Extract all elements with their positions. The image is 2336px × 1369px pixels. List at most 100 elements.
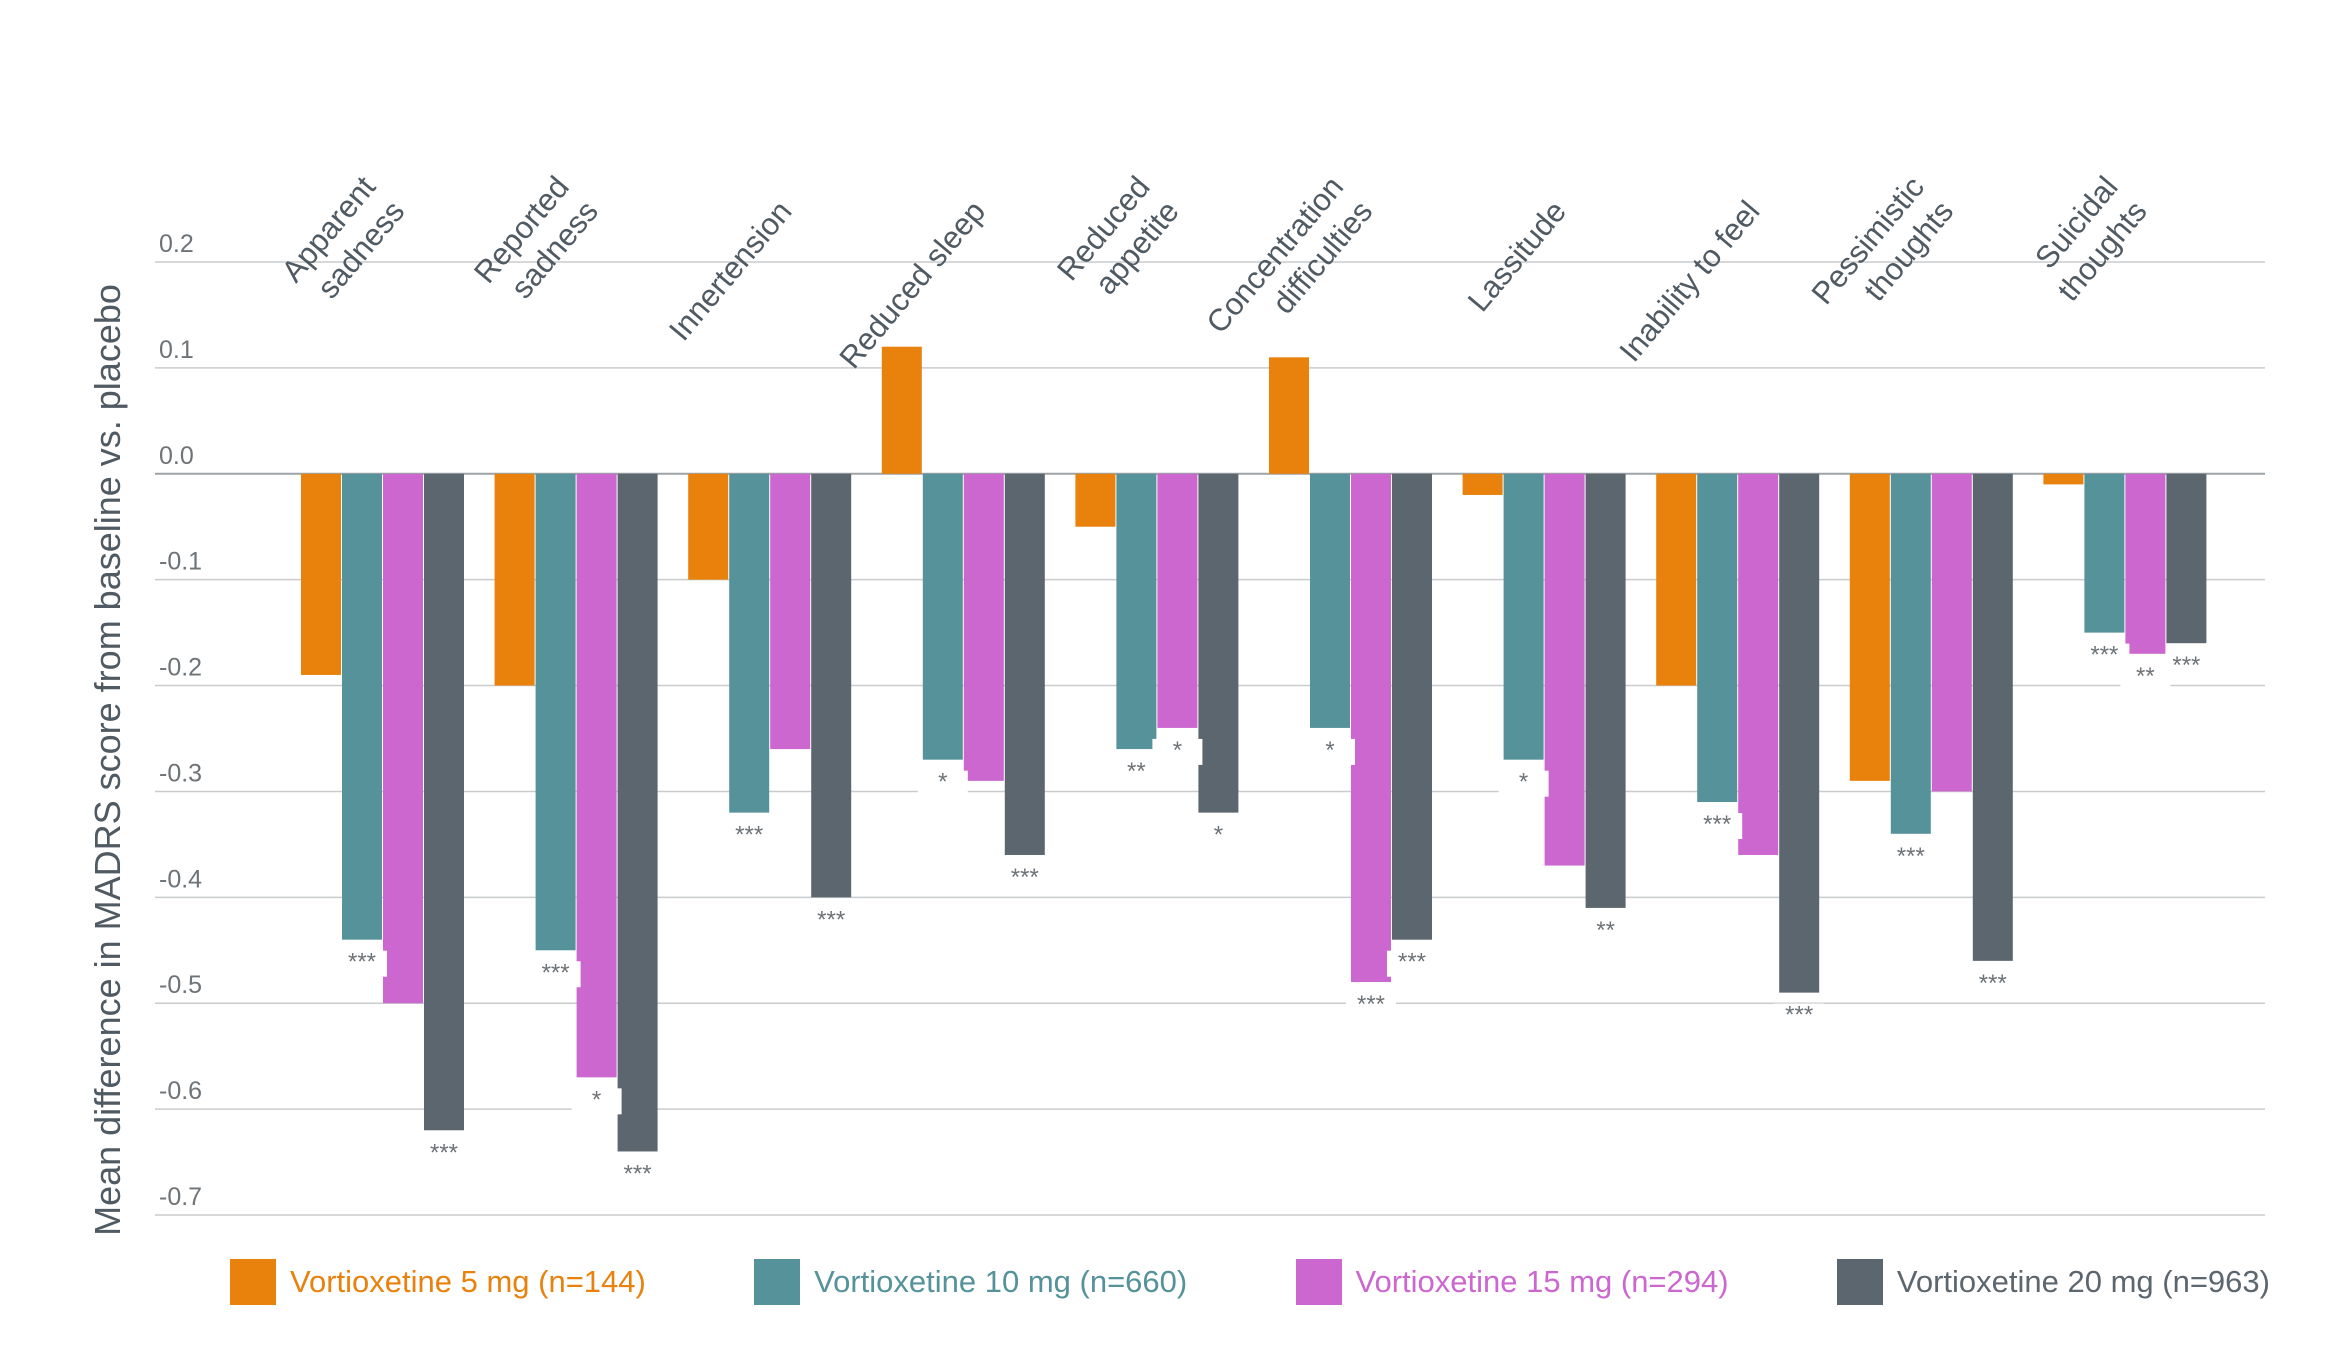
significance-backdrop [1305,738,1355,765]
significance-backdrop [806,908,857,935]
bar [729,473,770,813]
significance-label: ** [1596,917,1615,944]
significance-label: *** [817,906,845,933]
legend-swatch [754,1259,801,1305]
significance-label: * [938,769,947,796]
y-tick-label: 0.2 [159,230,194,258]
significance-backdrop [1387,950,1437,977]
y-tick-label: -0.5 [159,971,202,999]
legend-label: Vortioxetine 5 mg (n=144) [290,1264,646,1299]
legend-item: Vortioxetine 5 mg (n=144) [230,1259,646,1305]
bar [301,473,341,675]
bar [383,473,423,1004]
bar [1585,473,1626,908]
significance-label: *** [2172,652,2200,679]
y-tick-label: 0.0 [159,442,194,470]
significance-label: *** [1357,991,1385,1018]
y-tick-label: -0.4 [159,865,202,893]
bar [1310,473,1350,728]
significance-backdrop [1193,823,1244,850]
bar [1544,473,1585,866]
significance-backdrop [530,961,581,988]
significance-label: *** [1785,1002,1813,1029]
significance-label: *** [624,1160,652,1187]
y-tick-label: 0.1 [159,336,194,364]
bar [963,473,1004,781]
significance-backdrop [1885,844,1936,871]
significance-backdrop [1346,993,1396,1020]
significance-backdrop [1498,770,1549,797]
significance-label: *** [1011,864,1039,891]
bar [1738,473,1779,855]
significance-label: *** [2090,642,2118,669]
bar [2043,473,2084,485]
bar [1157,473,1198,728]
bar [1198,473,1239,813]
significance-label: *** [1979,970,2007,997]
significance-label: *** [1897,843,1925,870]
y-tick-labels: 0.2 0.1 0.0 -0.1 -0.2 -0.3 -0.4 -0.5 -0.6 -0.7 [159,230,202,1211]
significance-label: *** [735,822,763,849]
bar [1004,473,1045,855]
significance-labels: ****************************************… [337,642,2212,1189]
bar [494,473,535,686]
bar [424,473,464,1131]
legend-swatch [1295,1259,1342,1305]
bar [1503,473,1544,760]
bar [1462,473,1503,495]
bar [1656,473,1697,686]
bar [811,473,852,898]
legend-swatch [1836,1259,1883,1305]
legend-label: Vortioxetine 15 mg (n=294) [1355,1264,1729,1299]
significance-label: *** [348,949,376,976]
bar [1890,473,1931,834]
bar [770,473,811,750]
y-tick-label: -0.1 [159,548,202,576]
significance-backdrop [1967,971,2018,998]
legend-item: Vortioxetine 15 mg (n=294) [1295,1259,1729,1305]
bar [2084,473,2125,633]
bar [342,473,382,940]
significance-label: *** [542,959,570,986]
y-axis-label: Mean difference in MADRS score from base… [87,284,128,1236]
legend-label: Vortioxetine 10 mg (n=660) [814,1264,1188,1299]
significance-backdrop [1152,738,1203,765]
bar [1779,473,1820,993]
bar [617,473,658,1152]
bar [2166,473,2207,644]
significance-backdrop [999,865,1050,892]
y-tick-label: -0.6 [159,1077,202,1105]
significance-label: * [1325,737,1334,764]
significance-backdrop [1692,813,1743,840]
significance-backdrop [1774,1003,1825,1030]
significance-label: * [592,1086,601,1113]
category-label-line: Inability to feel [1612,194,1766,368]
bar [1075,473,1116,527]
category-label-line: Lassitude [1461,194,1573,318]
significance-backdrop [612,1162,663,1189]
significance-label: *** [1703,811,1731,838]
significance-backdrop [2161,654,2212,681]
significance-label: * [1519,769,1528,796]
category-label: Lassitude [1461,194,1573,318]
y-tick-label: -0.7 [159,1183,202,1211]
significance-label: ** [1127,758,1146,785]
significance-label: * [1214,822,1223,849]
significance-label: *** [430,1139,458,1166]
y-tick-label: -0.2 [159,654,202,682]
significance-backdrop [571,1088,622,1115]
y-tick-label: -0.3 [159,759,202,787]
significance-backdrop [1580,918,1631,945]
significance-backdrop [917,770,968,797]
legend-item: Vortioxetine 20 mg (n=963) [1836,1259,2270,1305]
legend-item: Vortioxetine 10 mg (n=660) [754,1259,1187,1305]
bars [301,346,2207,1152]
significance-backdrop [337,950,387,977]
